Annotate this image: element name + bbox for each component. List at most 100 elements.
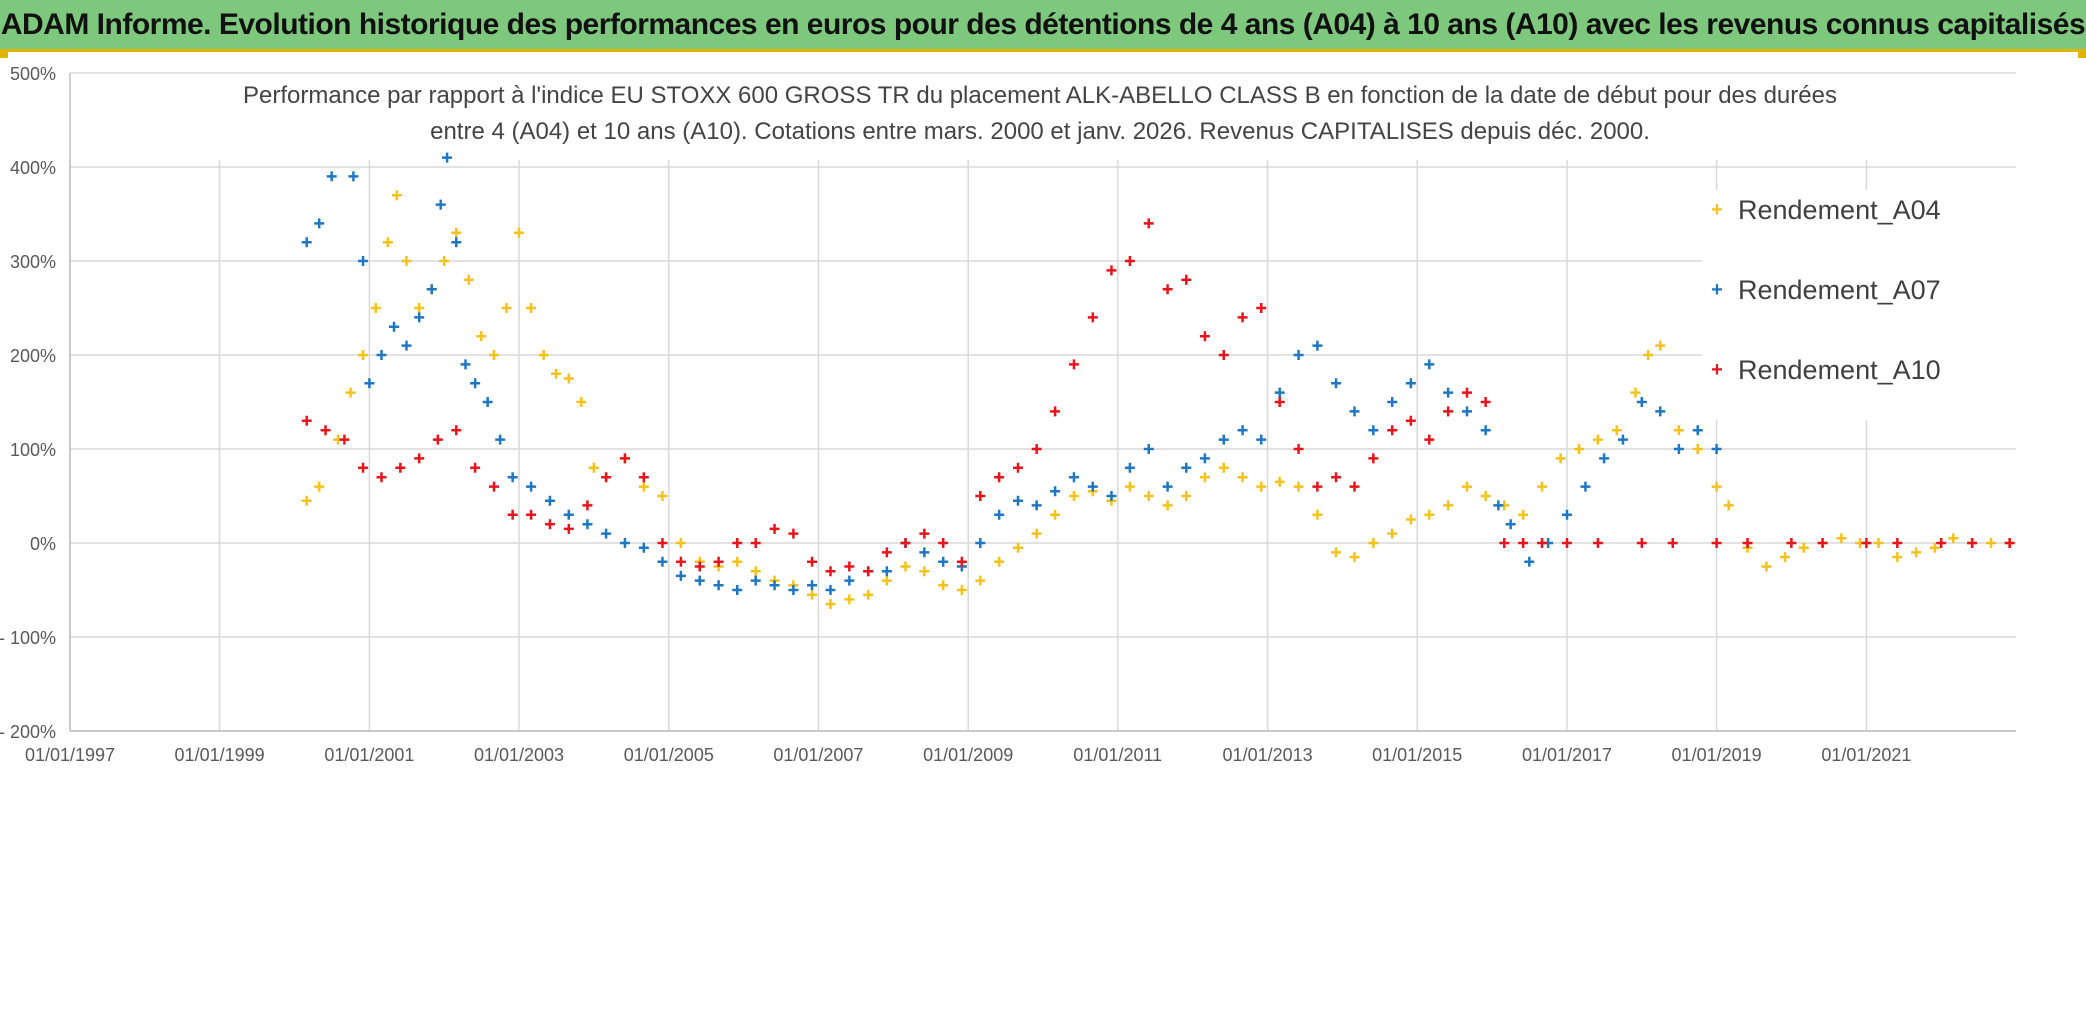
data-point [1967, 538, 1978, 548]
data-point [1349, 552, 1360, 563]
grid-layer [69, 72, 2016, 732]
data-point [414, 453, 425, 464]
data-point [1087, 481, 1098, 492]
data-point [919, 528, 930, 539]
data-point [844, 561, 855, 572]
data-point [938, 556, 949, 567]
data-point [1462, 406, 1472, 417]
data-point [694, 561, 705, 572]
data-point [713, 580, 724, 591]
data-point [1312, 481, 1323, 492]
y-tick-label: - 100% [0, 628, 56, 648]
data-point [513, 227, 524, 238]
data-point [1237, 425, 1248, 436]
legend-marker-a10: + [1711, 358, 1723, 381]
data-point [1368, 453, 1379, 464]
data-point [1387, 425, 1398, 436]
data-point [975, 491, 986, 501]
data-point [1050, 486, 1061, 497]
data-point [1499, 538, 1510, 548]
data-point [938, 580, 949, 591]
data-point [388, 321, 399, 332]
data-point [900, 538, 911, 548]
data-point [1331, 378, 1342, 389]
x-tick-label: 01/01/2001 [324, 745, 414, 765]
data-point [1911, 547, 1922, 558]
data-point [439, 256, 450, 266]
data-point [1068, 472, 1079, 483]
legend-item-a07: + Rendement_A07 [1702, 270, 1941, 310]
data-point [1013, 542, 1023, 553]
y-tick-label: 300% [10, 252, 56, 272]
data-point [919, 547, 930, 558]
data-point [1655, 406, 1666, 417]
data-point [900, 561, 911, 572]
data-point [314, 218, 325, 229]
data-point [825, 585, 836, 595]
data-point [1424, 434, 1435, 445]
x-tick-label: 01/01/2013 [1223, 745, 1313, 765]
data-point [1443, 406, 1454, 417]
data-point [1218, 350, 1229, 360]
data-point [956, 585, 967, 595]
data-point [1312, 509, 1323, 520]
data-point [538, 350, 549, 360]
data-point [825, 566, 836, 577]
chart-title-line-2: entre 4 (A04) et 10 ans (A10). Cotations… [430, 118, 1650, 145]
data-point [619, 538, 630, 548]
data-point [1555, 453, 1566, 464]
x-tick-label: 01/01/2021 [1821, 745, 1911, 765]
data-point [345, 387, 356, 398]
data-point [1368, 425, 1379, 436]
data-point [1480, 491, 1491, 501]
data-point [1592, 434, 1603, 445]
data-point [1181, 462, 1192, 473]
data-point [1443, 500, 1454, 511]
data-point [370, 303, 381, 313]
data-point [1218, 462, 1229, 473]
data-point [1592, 538, 1603, 548]
data-point [938, 538, 949, 548]
data-point [526, 303, 537, 313]
data-point [476, 331, 487, 342]
data-point [788, 585, 799, 595]
data-point [1199, 453, 1210, 464]
data-point [588, 462, 599, 473]
chart-title-line-1: Performance par rapport à l'indice EU ST… [243, 82, 1837, 109]
y-tick-label: 0% [30, 534, 56, 554]
data-point [507, 472, 518, 483]
data-point [1050, 509, 1061, 520]
report-title: ADAM Informe. Evolution historique des p… [0, 7, 2086, 41]
series-rendement_a10 [301, 218, 2015, 577]
data-point [395, 462, 406, 473]
data-point [1031, 444, 1042, 454]
data-point [1711, 444, 1722, 454]
data-point [1274, 397, 1285, 407]
data-point [1537, 538, 1547, 548]
y-tick-label: 100% [10, 440, 56, 460]
y-tick-label: 400% [10, 158, 56, 178]
data-point [1143, 491, 1154, 501]
y-tick-label: 200% [10, 346, 56, 366]
data-point [470, 462, 481, 473]
corner-accent-left [0, 52, 8, 58]
chart-legend: + Rendement_A04 + Rendement_A07 + Rendem… [1702, 190, 2022, 420]
data-point [1293, 444, 1304, 454]
data-point [1331, 472, 1342, 483]
y-tick-label: 500% [10, 64, 56, 84]
data-point [1493, 500, 1504, 511]
data-point [1524, 556, 1535, 567]
data-point [1692, 425, 1703, 436]
data-point [994, 472, 1005, 483]
data-point [1405, 378, 1416, 389]
x-tick-label: 01/01/1999 [175, 745, 265, 765]
legend-marker-a07: + [1711, 278, 1723, 301]
data-point [1199, 472, 1210, 483]
data-point [638, 481, 649, 492]
data-point [1817, 538, 1828, 548]
data-point [1087, 312, 1098, 323]
chart-title: Performance par rapport à l'indice EU ST… [210, 78, 1870, 150]
data-point [576, 397, 587, 407]
data-point [526, 509, 537, 520]
